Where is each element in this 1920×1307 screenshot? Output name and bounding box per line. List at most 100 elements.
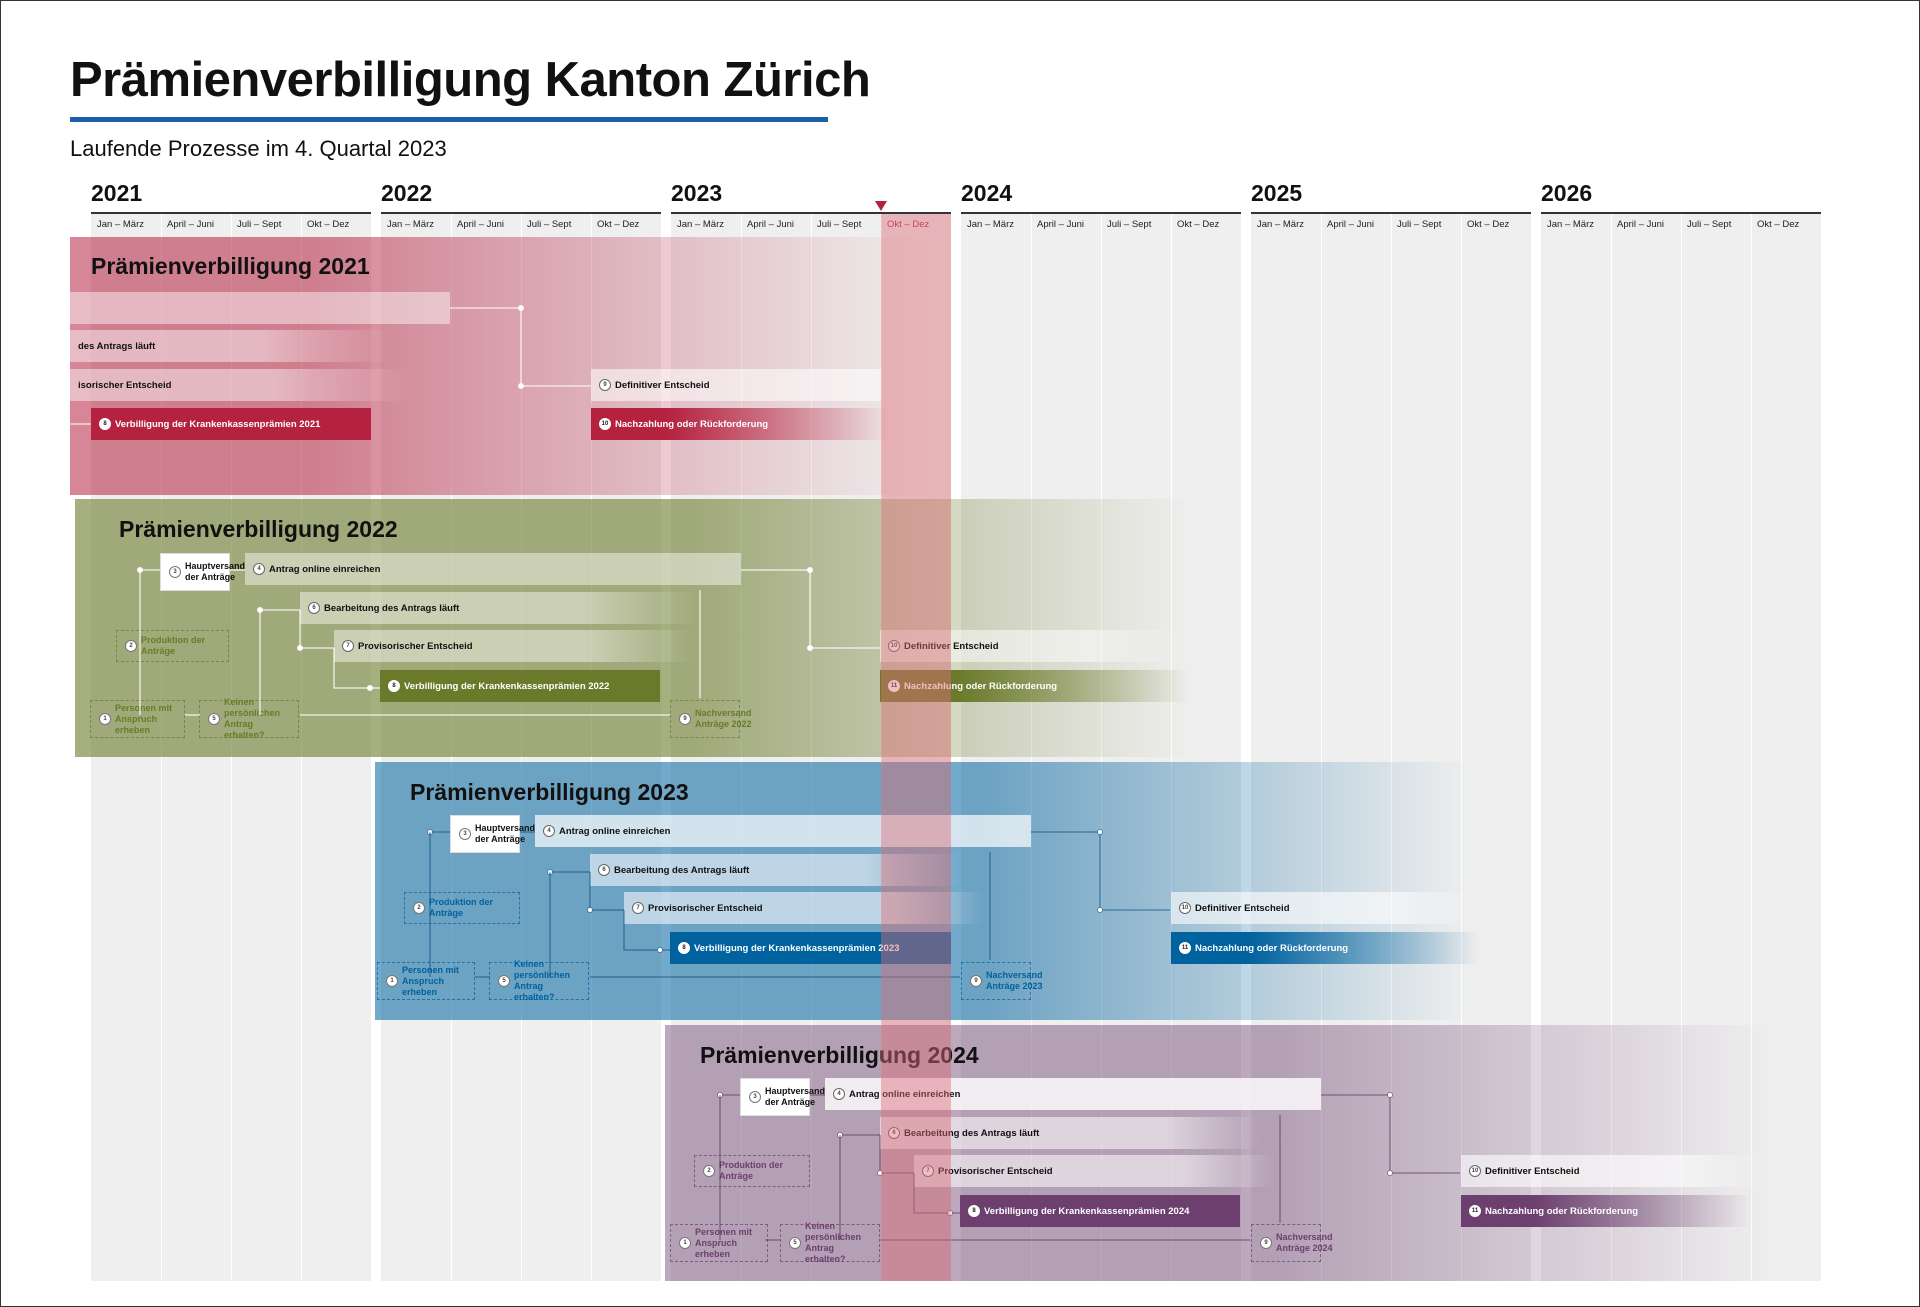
connector-node xyxy=(1387,1170,1393,1176)
step-number: 10 xyxy=(599,418,611,430)
current-quarter-label: Okt – Dez xyxy=(887,219,930,230)
quarter-label: Jan – März xyxy=(1257,219,1304,230)
step-label: Hauptversand der Anträge xyxy=(475,823,536,844)
step-label: Nachzahlung oder Rückforderung xyxy=(615,418,769,430)
band-2021 xyxy=(70,237,940,495)
box-dispatch-2023: 3 Hauptversand der Anträge xyxy=(450,815,535,853)
quarter-label: April – Juni xyxy=(1327,219,1374,230)
step-label: Antrag online einreichen xyxy=(559,825,671,837)
step-label: Keinen persönlichen Antrag erhalten? xyxy=(805,1221,862,1264)
current-quarter-marker-icon xyxy=(875,201,887,211)
step-label: Produktion der Anträge xyxy=(141,635,206,656)
quarter-label: Juli – Sept xyxy=(237,219,282,230)
band-2022 xyxy=(75,499,1195,757)
bar-processing-2021: des Antrags läuft xyxy=(70,330,390,362)
step-label: Verbilligung der Krankenkassenprämien 20… xyxy=(984,1205,1190,1217)
connector-line xyxy=(333,648,380,689)
current-quarter-highlight xyxy=(881,214,951,1281)
quarter-label: April – Juni xyxy=(747,219,794,230)
step-label: Antrag online einreichen xyxy=(849,1088,961,1100)
connector-node xyxy=(518,305,524,311)
step-number: 9 xyxy=(679,713,691,725)
box-followup-2024: 9 Nachversand Anträge 2024 xyxy=(1251,1224,1333,1262)
connector-line xyxy=(299,610,334,649)
step-number: 2 xyxy=(413,902,425,914)
connector-node xyxy=(1097,907,1103,913)
connector-node xyxy=(877,1170,883,1176)
connector-line xyxy=(1321,1094,1460,1174)
quarter-column xyxy=(1752,214,1821,1281)
quarter-label: Jan – März xyxy=(967,219,1014,230)
box-noform-2023: 5 Keinen persönlichen Antrag erhalten? xyxy=(489,959,589,1002)
step-label: Nachzahlung oder Rückforderung xyxy=(904,680,1058,692)
quarter-column xyxy=(1392,214,1461,1281)
step-label: Hauptversand der Anträge xyxy=(185,561,246,582)
step-label: Nachversand Anträge 2024 xyxy=(1276,1232,1333,1253)
step-number: 6 xyxy=(598,864,610,876)
step-number: 5 xyxy=(208,713,220,725)
year-rule xyxy=(671,212,951,214)
bar-settlement-2022: 11 Nachzahlung oder Rückforderung xyxy=(880,670,1190,702)
step-number: 6 xyxy=(308,602,320,614)
quarter-label: Juli – Sept xyxy=(527,219,572,230)
bar-online-2022: 4 Antrag online einreichen xyxy=(245,553,741,585)
step-label: Definitiver Entscheid xyxy=(1195,902,1290,914)
quarter-label: Juli – Sept xyxy=(817,219,862,230)
step-number: 7 xyxy=(632,902,644,914)
connector-line xyxy=(741,569,880,649)
step-number: 11 xyxy=(1469,1205,1481,1217)
bar-online-2023: 4 Antrag online einreichen xyxy=(535,815,1031,847)
step-number: 2 xyxy=(125,640,137,652)
quarter-label: Juli – Sept xyxy=(1107,219,1152,230)
connector-node xyxy=(518,383,524,389)
quarter-label: April – Juni xyxy=(1617,219,1664,230)
step-label: Bearbeitung des Antrags läuft xyxy=(614,864,750,876)
bar-provisional-2021: isorischer Entscheid xyxy=(70,369,410,401)
quarter-label: Jan – März xyxy=(387,219,434,230)
step-number: 10 xyxy=(1179,902,1191,914)
step-number: 8 xyxy=(678,942,690,954)
step-label: Definitiver Entscheid xyxy=(1485,1165,1580,1177)
quarter-label: Jan – März xyxy=(1547,219,1594,230)
year-label: 2022 xyxy=(381,180,433,206)
step-label: Nachzahlung oder Rückforderung xyxy=(1485,1205,1639,1217)
bar-settlement-2023: 11 Nachzahlung oder Rückforderung xyxy=(1171,932,1481,964)
quarter-label: Okt – Dez xyxy=(1757,219,1800,230)
year-rule xyxy=(961,212,1241,214)
quarter-label: April – Juni xyxy=(167,219,214,230)
step-number: 5 xyxy=(498,975,510,987)
bar-provisional-2022: 7 Provisorischer Entscheid xyxy=(334,630,694,662)
box-dispatch-2024: 3 Hauptversand der Anträge xyxy=(740,1078,825,1116)
quarter-label: April – Juni xyxy=(457,219,504,230)
bar-definitive-2024: 10 Definitiver Entscheid xyxy=(1461,1155,1761,1187)
box-production-2024: 2 Produktion der Anträge xyxy=(694,1155,810,1187)
step-label: Hauptversand der Anträge xyxy=(765,1086,826,1107)
connector-line xyxy=(589,872,624,911)
step-number: 3 xyxy=(749,1091,761,1103)
quarter-label: April – Juni xyxy=(1037,219,1084,230)
quarter-label: Okt – Dez xyxy=(307,219,350,230)
bar-processing-2023: 6 Bearbeitung des Antrags läuft xyxy=(590,854,960,886)
quarter-column xyxy=(1541,214,1611,1281)
step-number: 1 xyxy=(679,1237,691,1249)
year-rule xyxy=(91,212,371,214)
step-number: 8 xyxy=(99,418,111,430)
step-label: Produktion der Anträge xyxy=(429,897,494,918)
connector-node xyxy=(1387,1092,1393,1098)
step-label: Definitiver Entscheid xyxy=(615,379,710,391)
year-rule xyxy=(1251,212,1531,214)
step-number: 1 xyxy=(386,975,398,987)
band-title-2024: Prämienverbilligung 2024 xyxy=(700,1042,979,1068)
bar-definitive-2021: 9 Definitiver Entscheid xyxy=(591,369,881,401)
step-number: 10 xyxy=(1469,1165,1481,1177)
box-production-2022: 2 Produktion der Anträge xyxy=(116,630,229,662)
step-number: 1 xyxy=(99,713,111,725)
step-label: Personen mit Anspruch erheben xyxy=(695,1226,753,1259)
bar-settlement-2021: 10 Nachzahlung oder Rückforderung xyxy=(591,408,891,440)
quarter-label: Okt – Dez xyxy=(597,219,640,230)
page-title: Prämienverbilligung Kanton Zürich xyxy=(70,53,871,107)
box-noform-2022: 5 Keinen persönlichen Antrag erhalten? xyxy=(199,697,299,740)
step-number: 10 xyxy=(888,640,900,652)
